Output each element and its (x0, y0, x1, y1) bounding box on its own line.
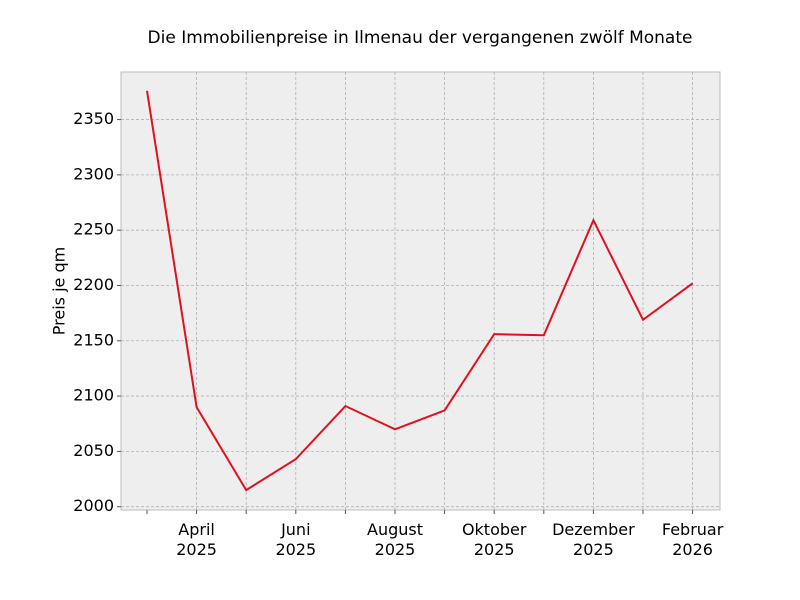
y-tick-label: 2300 (73, 164, 114, 183)
y-tick-label: 2350 (73, 109, 114, 128)
y-tick-label: 2200 (73, 275, 114, 294)
y-tick-label: 2050 (73, 441, 114, 460)
y-tick-label: 2150 (73, 330, 114, 349)
y-tick-label: 2000 (73, 496, 114, 515)
x-tick-label: Februar 2026 (662, 520, 724, 559)
x-tick-label: Oktober 2025 (462, 520, 527, 559)
y-tick-label: 2250 (73, 220, 114, 239)
x-tick-label: Dezember 2025 (552, 520, 635, 559)
x-tick-label: April 2025 (176, 520, 217, 559)
y-tick-label: 2100 (73, 386, 114, 405)
plot-area (120, 71, 721, 511)
y-axis-label: Preis je qm (50, 247, 69, 335)
x-tick-label: August 2025 (367, 520, 423, 559)
chart-title: Die Immobilienpreise in Ilmenau der verg… (148, 28, 693, 48)
line (146, 90, 694, 492)
x-tick-label: Juni 2025 (275, 520, 316, 559)
